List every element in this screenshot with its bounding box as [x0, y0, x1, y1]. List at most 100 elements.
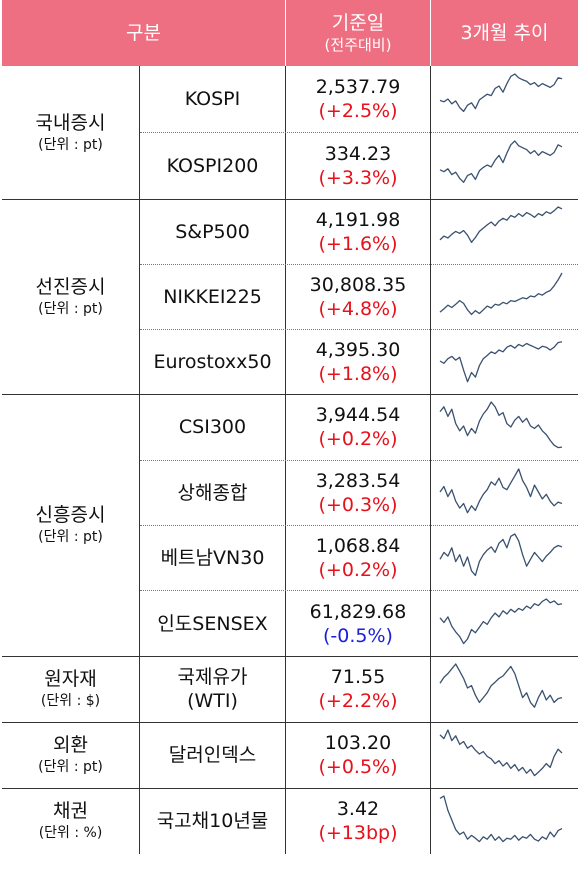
sparkline-svg: [439, 663, 563, 708]
trend-sparkline: [434, 461, 578, 525]
sparkline-line: [439, 341, 563, 383]
row-name-text: S&P500: [175, 220, 250, 243]
sparkline-line: [439, 663, 563, 708]
row-value: 3.42: [336, 798, 380, 820]
row-value-cell: 61,829.68 (-0.5%): [286, 591, 430, 656]
row-value: 4,395.30: [315, 339, 401, 361]
group-name: 선진증시: [35, 275, 106, 298]
row-change: (+0.3%): [318, 494, 398, 516]
sparkline-svg: [439, 206, 563, 243]
row-value: 3,283.54: [315, 470, 401, 492]
header-trend-label: 3개월 추이: [460, 22, 549, 44]
row-value: 103.20: [324, 732, 392, 754]
row-value-cell: 3.42 (+13bp): [286, 788, 430, 854]
trend-sparkline: [434, 591, 578, 656]
trend-sparkline: [434, 199, 578, 264]
sparkline-svg: [439, 140, 563, 183]
row-name: NIKKEI225: [140, 265, 285, 329]
row-name-text: 국고채10년물: [156, 810, 269, 832]
row-name: S&P500: [140, 199, 285, 264]
row-divider: [140, 590, 578, 591]
row-value: 2,537.79: [315, 76, 401, 98]
row-name: KOSPI200: [140, 133, 285, 199]
row-change: (+1.8%): [318, 363, 398, 385]
row-value: 71.55: [330, 666, 386, 688]
sparkline-line: [439, 73, 563, 113]
row-name-text: NIKKEI225: [163, 286, 262, 308]
row-change: (+3.3%): [318, 167, 398, 189]
row-change: (+2.5%): [318, 100, 398, 122]
header-category: 구분: [2, 0, 285, 66]
group-divider: [2, 656, 578, 657]
row-name: 베트남VN30: [140, 526, 285, 590]
group-unit: (단위 : pt): [38, 529, 103, 545]
trend-sparkline: [434, 656, 578, 722]
sparkline-line: [439, 206, 563, 243]
header-separator: [430, 0, 431, 66]
row-divider: [140, 329, 578, 330]
group-unit: (단위 : $): [40, 693, 101, 709]
trend-sparkline: [434, 526, 578, 590]
trend-sparkline: [434, 330, 578, 394]
trend-sparkline: [434, 722, 578, 788]
group-divider: [2, 394, 578, 395]
row-name: 국고채10년물: [140, 788, 285, 854]
sparkline-line: [439, 140, 563, 183]
group-unit: (단위 : %): [38, 825, 103, 841]
trend-sparkline: [434, 265, 578, 329]
row-name: 인도SENSEX: [140, 591, 285, 656]
row-name: Eurostoxx50: [140, 330, 285, 394]
sparkline-svg: [439, 341, 563, 383]
group-divider: [2, 788, 578, 789]
sparkline-svg: [439, 401, 563, 449]
row-value-cell: 103.20 (+0.5%): [286, 722, 430, 788]
header-base-date-sub: (전주대비): [324, 36, 392, 54]
row-value-cell: 4,395.30 (+1.8%): [286, 330, 430, 394]
row-name: CSI300: [140, 394, 285, 460]
group-name: 국내증시: [35, 111, 106, 134]
row-change: (+0.2%): [318, 428, 398, 450]
row-name: 국제유가 (WTI): [140, 656, 285, 722]
header-trend: 3개월 추이: [431, 0, 578, 66]
sparkline-line: [439, 272, 563, 316]
row-value-cell: 30,808.35 (+4.8%): [286, 265, 430, 329]
column-divider: [139, 66, 140, 854]
row-divider: [140, 460, 578, 461]
row-value: 1,068.84: [315, 535, 401, 557]
row-name-text: CSI300: [178, 416, 247, 438]
row-name: KOSPI: [140, 66, 285, 132]
row-value-cell: 71.55 (+2.2%): [286, 656, 430, 722]
group-unit: (단위 : pt): [38, 136, 103, 153]
group-name: 원자재: [44, 668, 97, 690]
header-base-date: 기준일 (전주대비): [286, 0, 430, 66]
row-value: 334.23: [324, 143, 392, 165]
row-change: (+1.6%): [318, 232, 398, 255]
group-bond: 채권 (단위 : %): [2, 788, 139, 854]
sparkline-line: [439, 533, 563, 577]
row-name: 상해종합: [140, 461, 285, 525]
row-change: (+2.2%): [318, 690, 398, 712]
group-emerging: 신흥증시 (단위 : pt): [2, 394, 139, 656]
row-value-cell: 1,068.84 (+0.2%): [286, 526, 430, 590]
row-name: 달러인덱스: [140, 722, 285, 788]
sparkline-svg: [439, 795, 563, 843]
sparkline-svg: [439, 533, 563, 577]
row-value-cell: 3,944.54 (+0.2%): [286, 394, 430, 460]
sparkline-svg: [439, 598, 563, 645]
row-value-cell: 3,283.54 (+0.3%): [286, 461, 430, 525]
group-developed: 선진증시 (단위 : pt): [2, 199, 139, 394]
trend-sparkline: [434, 788, 578, 854]
trend-sparkline: [434, 394, 578, 460]
row-name-text: 국제유가: [177, 666, 248, 688]
row-value-cell: 4,191.98 (+1.6%): [286, 199, 430, 264]
row-divider: [140, 525, 578, 526]
sparkline-line: [439, 795, 563, 843]
row-name-text: Eurostoxx50: [153, 351, 272, 373]
group-name: 신흥증시: [35, 504, 106, 526]
row-name-text: 인도SENSEX: [157, 612, 268, 635]
group-divider: [2, 199, 578, 200]
row-name-text: 베트남VN30: [160, 547, 265, 569]
sparkline-line: [439, 729, 563, 777]
sparkline-svg: [439, 272, 563, 316]
